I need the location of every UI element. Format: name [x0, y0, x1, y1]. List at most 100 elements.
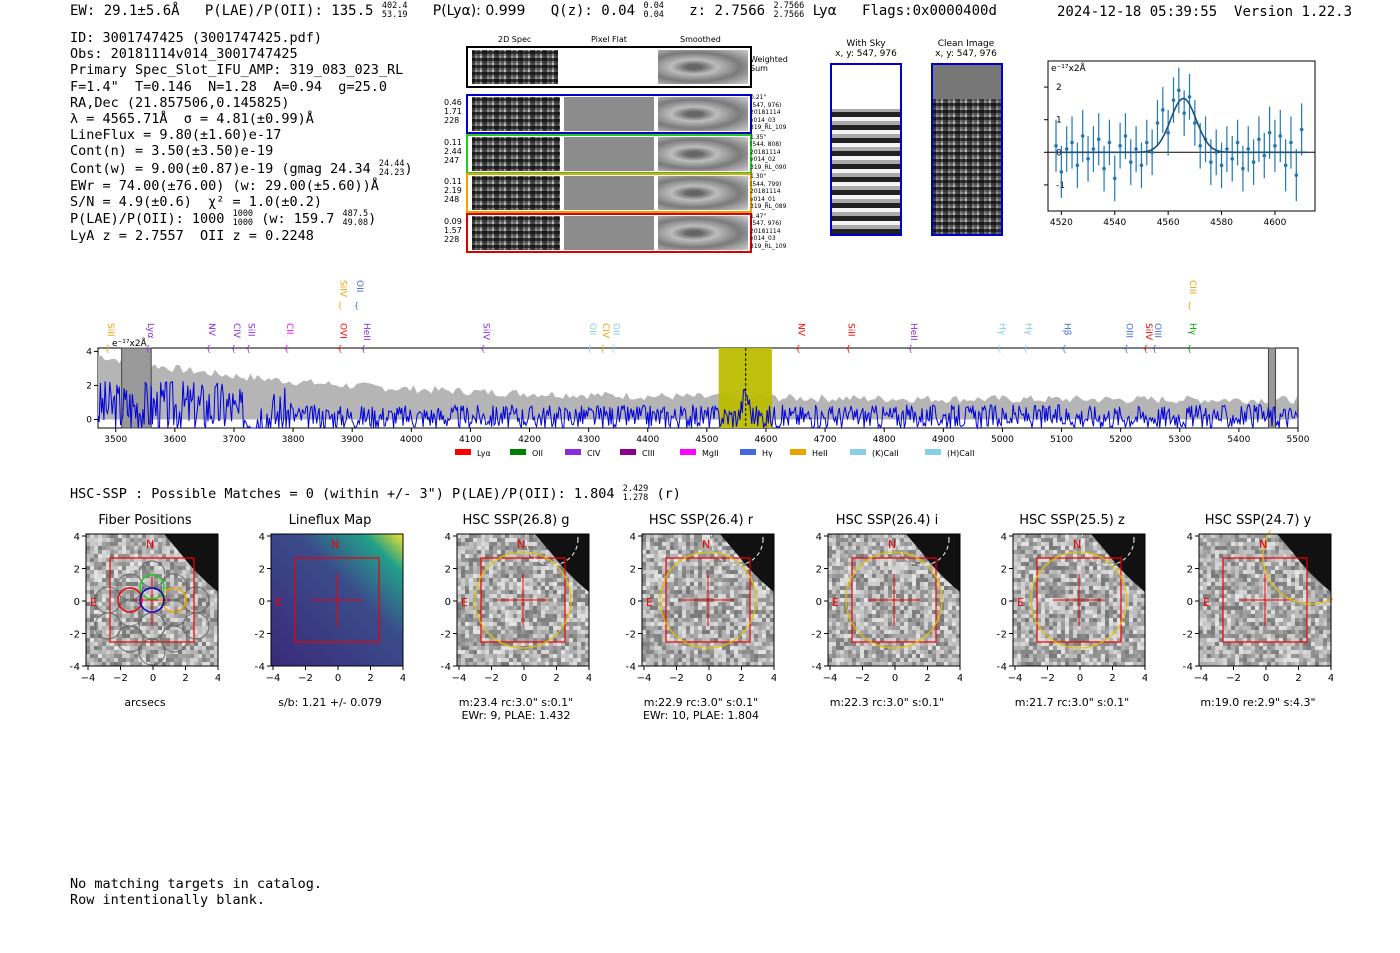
hsc-cutout-pixel — [501, 650, 505, 654]
hsc-cutout-pixel — [162, 650, 166, 654]
hsc-cutout-pixel — [561, 574, 565, 578]
hsc-bright-source — [164, 534, 218, 592]
hsc-cutout-pixel — [513, 606, 517, 610]
hsc-cutout-pixel — [549, 638, 553, 642]
hsc-cutout-pixel — [585, 662, 589, 666]
hsc-cutout-pixel — [573, 646, 577, 650]
hsc-cutout-pixel — [710, 602, 714, 606]
hsc-cutout-pixel — [718, 554, 722, 558]
hsc-cutout-pixel — [182, 634, 186, 638]
hsc-cutout-pixel — [122, 626, 126, 630]
hsc-cutout-pixel — [549, 598, 553, 602]
hsc-cutout-pixel — [134, 558, 138, 562]
hsc-cutout-pixel — [750, 606, 754, 610]
hsc-cutout-pixel — [86, 658, 90, 662]
hsc-cutout-pixel — [666, 582, 670, 586]
hsc-cutout-pixel — [876, 606, 880, 610]
hsc-cutout-pixel — [130, 642, 134, 646]
hsc-cutout-pixel — [1029, 542, 1033, 546]
fit-point — [1070, 140, 1074, 145]
hsc-cutout-pixel — [658, 638, 662, 642]
hsc-cutout-pixel — [912, 570, 916, 574]
hsc-cutout-pixel — [754, 654, 758, 658]
hsc-cutout-pixel — [190, 626, 194, 630]
hsc-cutout-pixel — [650, 630, 654, 634]
hsc-cutout-pixel — [122, 534, 126, 538]
hsc-cutout-pixel — [114, 562, 118, 566]
hsc-cutout-pixel — [868, 662, 872, 666]
hsc-cutout-pixel — [952, 626, 956, 630]
hsc-cutout-pixel — [469, 622, 473, 626]
hsc-cutout-pixel — [682, 586, 686, 590]
hsc-cutout-pixel — [888, 578, 892, 582]
hsc-cutout-pixel — [509, 550, 513, 554]
hsc-cutout-pixel — [90, 534, 94, 538]
hsc-cutout-pixel — [928, 638, 932, 642]
hsc-cutout-pixel — [678, 566, 682, 570]
hsc-cutout-pixel — [505, 626, 509, 630]
hsc-cutout-pixel — [940, 654, 944, 658]
hsc-cutout-pixel — [924, 606, 928, 610]
hsc-cutout-pixel — [888, 574, 892, 578]
hsc-cutout-pixel — [469, 586, 473, 590]
hsc-cutout-pixel — [529, 550, 533, 554]
hsc-cutout-pixel — [936, 626, 940, 630]
hsc-cutout-pixel — [1029, 546, 1033, 550]
hsc-cutout-pixel — [832, 546, 836, 550]
hsc-cutout-pixel — [868, 634, 872, 638]
hsc-cutout-pixel — [738, 590, 742, 594]
hsc-cutout-pixel — [856, 650, 860, 654]
cutout-row-stats: 0.46 1.71 228 — [444, 98, 462, 125]
hsc-cutout-pixel — [194, 586, 198, 590]
hsc-cutout-pixel — [513, 622, 517, 626]
hsc-cutout-pixel — [880, 642, 884, 646]
hsc-cutout-pixel — [194, 626, 198, 630]
hsc-cutout-pixel — [469, 550, 473, 554]
hsc-cutout-pixel — [738, 622, 742, 626]
hsc-cutout-pixel — [738, 618, 742, 622]
hsc-cutout-pixel — [730, 562, 734, 566]
hsc-cutout-pixel — [202, 630, 206, 634]
hsc-cutout-pixel — [856, 558, 860, 562]
hsc-cutout-pixel — [908, 542, 912, 546]
hsc-cutout-pixel — [880, 590, 884, 594]
hsc-cutout-pixel — [110, 630, 114, 634]
hsc-cutout-pixel — [465, 662, 469, 666]
hsc-cutout-pixel — [880, 622, 884, 626]
hsc-cutout-pixel — [461, 658, 465, 662]
hsc-cutout-pixel — [465, 586, 469, 590]
hsc-cutout-pixel — [497, 610, 501, 614]
hsc-cutout-pixel — [170, 562, 174, 566]
hsc-cutout-pixel — [694, 646, 698, 650]
hsc-cutout-pixel — [738, 630, 742, 634]
hsc-cutout-pixel — [541, 586, 545, 590]
hsc-cutout-pixel — [932, 586, 936, 590]
hsc-cutout-pixel — [573, 582, 577, 586]
hsc-cutout-pixel — [98, 610, 102, 614]
hsc-cutout-pixel — [513, 562, 517, 566]
spectrum-line-bracket: { — [145, 344, 150, 353]
legend-swatch — [740, 449, 756, 455]
hsc-cutout-pixel — [888, 534, 892, 538]
hsc-cutout-pixel — [710, 634, 714, 638]
hsc-cutout-pixel — [154, 554, 158, 558]
hsc-cutout-pixel — [650, 554, 654, 558]
hsc-cutout-pixel — [521, 566, 525, 570]
hsc-cutout-pixel — [856, 602, 860, 606]
hsc-cutout-pixel — [485, 654, 489, 658]
clean-image — [931, 63, 1003, 236]
hsc-cutout-pixel — [1085, 538, 1089, 542]
hsc-cutout-pixel — [186, 646, 190, 650]
hsc-cutout-pixel — [686, 594, 690, 598]
hsc-cutout-pixel — [872, 546, 876, 550]
hsc-xtick-label: 4 — [400, 673, 405, 684]
hsc-cutout-pixel — [170, 618, 174, 622]
hsc-cutout-pixel — [561, 610, 565, 614]
hsc-cutout-pixel — [654, 634, 658, 638]
hsc-cutout-pixel — [848, 582, 852, 586]
hsc-cutout-pixel — [726, 574, 730, 578]
hsc-cutout-pixel — [473, 642, 477, 646]
hsc-cutout-pixel — [900, 542, 904, 546]
hsc-cutout-pixel — [545, 574, 549, 578]
